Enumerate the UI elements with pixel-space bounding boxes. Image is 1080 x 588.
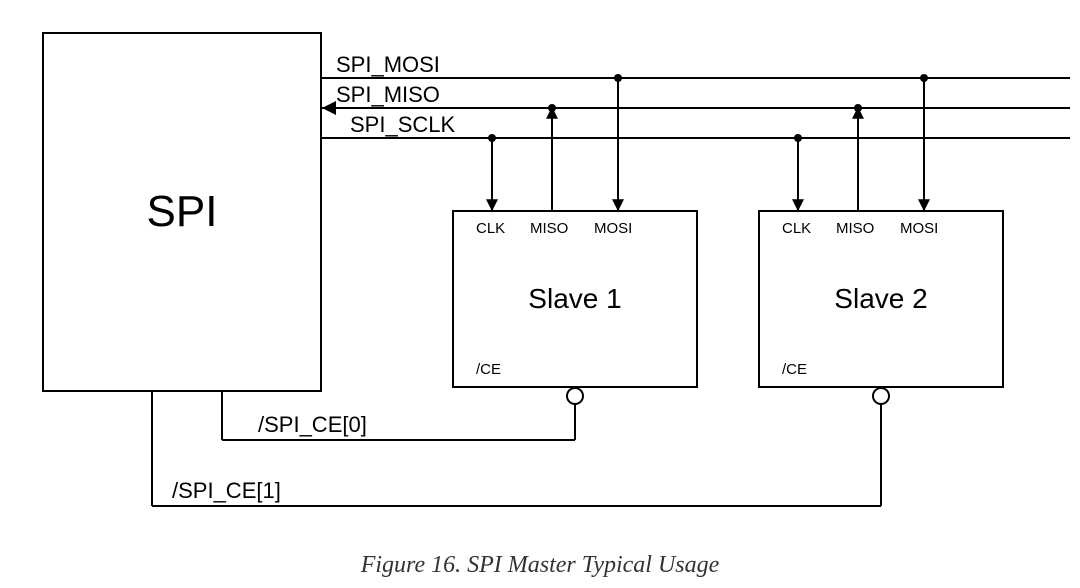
slave-2-port-miso: MISO [836, 220, 874, 237]
bus-mosi-label: SPI_MOSI [336, 52, 440, 78]
ce0-label: /SPI_CE[0] [258, 412, 367, 438]
bus-miso-label: SPI_MISO [336, 82, 440, 108]
slave-2-port-ce: /CE [782, 361, 807, 378]
diagram-container: { "caption": "Figure 16. SPI Master Typi… [0, 0, 1080, 588]
slave-2-port-clk: CLK [782, 220, 811, 237]
slave-1-port-miso: MISO [530, 220, 568, 237]
spi-master-label: SPI [147, 187, 218, 237]
bus-miso-arrow [322, 101, 336, 115]
slave-1-label: Slave 1 [528, 283, 621, 315]
slave-1-port-ce: /CE [476, 361, 501, 378]
ce1-label: /SPI_CE[1] [172, 478, 281, 504]
node-s2-mosi [920, 74, 928, 82]
slave-1-box: CLK MISO MOSI Slave 1 /CE [452, 210, 698, 388]
ce-bubble-s2 [873, 388, 889, 404]
figure-caption: Figure 16. SPI Master Typical Usage [361, 552, 720, 579]
slave-1-port-clk: CLK [476, 220, 505, 237]
spi-master-box: SPI [42, 32, 322, 392]
slave-2-label: Slave 2 [834, 283, 927, 315]
ce-bubble-s1 [567, 388, 583, 404]
slave-2-port-mosi: MOSI [900, 220, 938, 237]
node-s2-clk [794, 134, 802, 142]
node-s1-miso [548, 104, 556, 112]
bus-sclk-label: SPI_SCLK [350, 112, 455, 138]
node-s1-mosi [614, 74, 622, 82]
slave-2-box: CLK MISO MOSI Slave 2 /CE [758, 210, 1004, 388]
node-s1-clk [488, 134, 496, 142]
node-s2-miso [854, 104, 862, 112]
slave-1-port-mosi: MOSI [594, 220, 632, 237]
